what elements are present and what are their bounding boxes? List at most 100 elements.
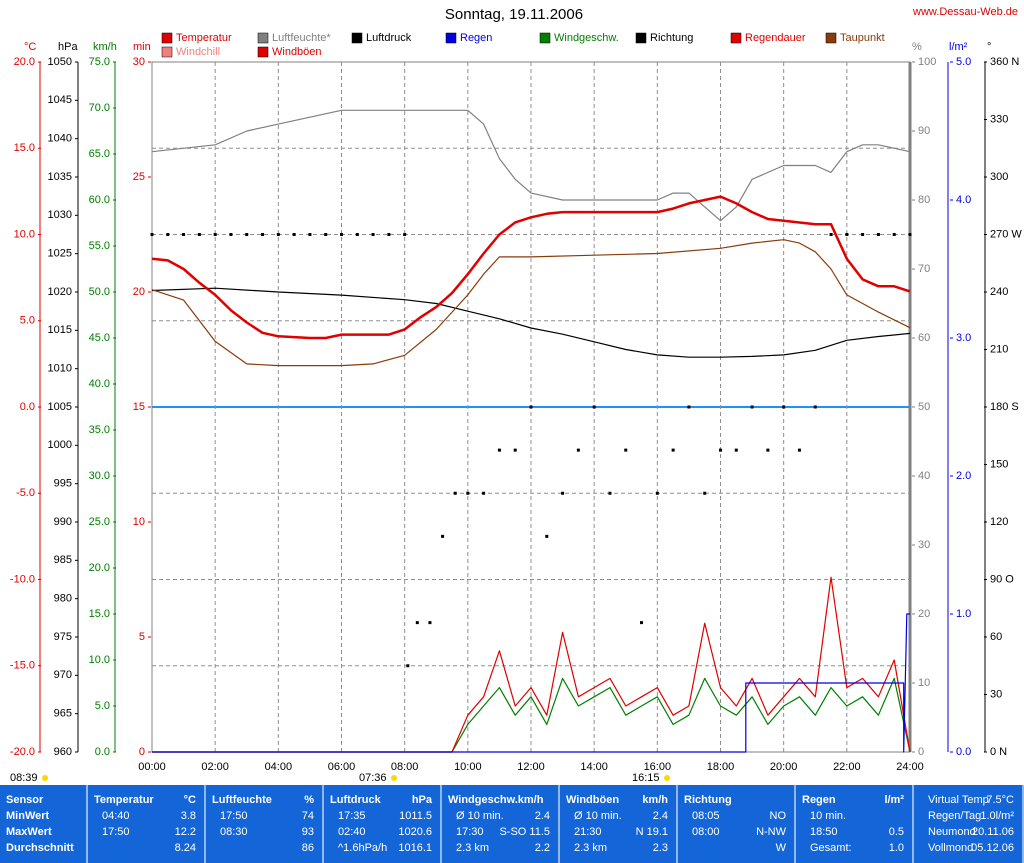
column-header: Richtung [684, 794, 732, 806]
direction-dot [441, 534, 445, 538]
column-unit: % [304, 794, 314, 806]
y-tick-label: 4.0 [956, 194, 971, 206]
cell-value: 20.11.06 [971, 826, 1014, 838]
direction-dot [387, 233, 391, 236]
direction-dot [829, 233, 833, 236]
legend-swatch [351, 32, 363, 44]
y-tick-label: 270 W [990, 228, 1022, 240]
cell-label: 17:50 [220, 810, 248, 822]
y-tick-label: 0 N [990, 746, 1007, 758]
cell-label: MinWert [6, 810, 50, 822]
x-tick-label: 22:00 [833, 761, 861, 773]
y-tick-label: 1015 [48, 324, 72, 336]
y-tick-label: -5.0 [16, 487, 35, 499]
cell-value: 1.0 [888, 842, 904, 854]
direction-dot [703, 491, 707, 495]
y-tick-label: 210 [990, 343, 1008, 355]
y-tick-label: 35.0 [89, 424, 110, 436]
direction-dot [813, 405, 817, 409]
y-tick-label: 20 [918, 608, 930, 620]
y-tick-label: 0.0 [95, 746, 110, 758]
cell-label: ^1.6hPa/h [338, 842, 388, 854]
y-tick-label: 55.0 [89, 240, 110, 252]
direction-dot [561, 491, 565, 495]
direction-dot [497, 448, 501, 452]
y-tick-label: 30 [990, 688, 1002, 700]
cell-label: Virtual Temp [928, 794, 989, 806]
series-line [151, 109, 911, 222]
y-tick-label: 1035 [48, 171, 72, 183]
y-tick-label: 180 S [990, 401, 1019, 413]
table-column: Temperatur °C 04:40 3.8 17:50 12.2 8.24 [88, 785, 206, 863]
cell-label: Vollmond [928, 842, 974, 854]
cell-label: 10 min. [810, 810, 847, 822]
y-tick-label: 0 [918, 746, 924, 758]
column-unit: km/h [642, 794, 668, 806]
y-tick-label: 60 [990, 631, 1002, 643]
table-column: Sensor MinWert MaxWert Durchschnitt [0, 785, 88, 863]
y-tick-label: 70 [918, 263, 930, 275]
cell-label: 17:30 [456, 826, 484, 838]
y-tick-label: 40 [918, 470, 930, 482]
y-tick-label: 3.0 [956, 332, 971, 344]
x-tick-label: 12:00 [517, 761, 545, 773]
direction-dot [750, 405, 754, 409]
y-tick-label: 360 N [990, 56, 1019, 68]
series-line [152, 613, 910, 753]
cell-value: N-NW [756, 826, 786, 838]
direction-dot [182, 233, 186, 236]
legend-swatch [257, 32, 269, 44]
y-tick-label: -15.0 [10, 660, 35, 672]
x-tick-label: 06:00 [328, 761, 356, 773]
y-tick-label: 20.0 [14, 56, 35, 68]
y-tick-label: 30.0 [89, 470, 110, 482]
y-tick-label: 0 [139, 746, 145, 758]
cell-value: 8.24 [174, 842, 196, 854]
direction-dot [734, 448, 738, 452]
x-tick-label: 20:00 [770, 761, 798, 773]
legend-label: Luftdruck [366, 32, 412, 44]
x-tick-label: 10:00 [454, 761, 482, 773]
cell-value: 2.2 [534, 842, 550, 854]
y-tick-label: 1025 [48, 248, 72, 260]
direction-dot [292, 233, 296, 236]
legend-swatch [730, 32, 742, 44]
column-header: Windböen [566, 794, 620, 806]
y-tick-label: 1040 [48, 133, 72, 145]
legend-swatch [161, 32, 173, 44]
y-tick-label: 5.0 [20, 315, 35, 327]
table-column: Luftdruck hPa 17:35 1011.5 02:40 1020.6 ^1.6hP… [324, 785, 442, 863]
cell-label: 2.3 km [574, 842, 608, 854]
column-unit: °C [183, 794, 196, 806]
column-header: Luftdruck [330, 794, 381, 806]
axis-unit: % [912, 41, 922, 53]
direction-dot [261, 233, 265, 236]
legend-label: Temperatur [176, 32, 232, 44]
direction-dot [406, 664, 410, 668]
cell-value: 2.3 [652, 842, 668, 854]
y-tick-label: 60.0 [89, 194, 110, 206]
column-header: Windgeschw.km/h [448, 794, 544, 806]
x-tick-label: 14:00 [580, 761, 608, 773]
table-column: Virtual Temp 7.5°C Regen/Tag 1.0l/m² Neumond… [914, 785, 1024, 863]
cell-value: 7.5°C [986, 794, 1014, 806]
x-tick-label: 08:00 [391, 761, 419, 773]
legend-swatch [825, 32, 837, 44]
direction-dot [513, 448, 517, 452]
axis-unit: min [133, 41, 151, 53]
cell-value: 1.0l/m² [980, 810, 1014, 822]
legend-label: Windgeschw. [554, 32, 619, 44]
x-tick-label: 02:00 [201, 761, 229, 773]
y-tick-label: 10.0 [89, 654, 110, 666]
cell-label: Durchschnitt [6, 842, 74, 854]
cell-label: Regen/Tag [928, 810, 982, 822]
y-tick-label: 5.0 [956, 56, 971, 68]
y-tick-label: 100 [918, 56, 936, 68]
sun-icon [391, 775, 397, 781]
legend-swatch [539, 32, 551, 44]
y-tick-label: 965 [54, 708, 72, 720]
axis-unit: l/m² [949, 41, 968, 53]
direction-dot [276, 233, 280, 236]
y-tick-label: 60 [918, 332, 930, 344]
